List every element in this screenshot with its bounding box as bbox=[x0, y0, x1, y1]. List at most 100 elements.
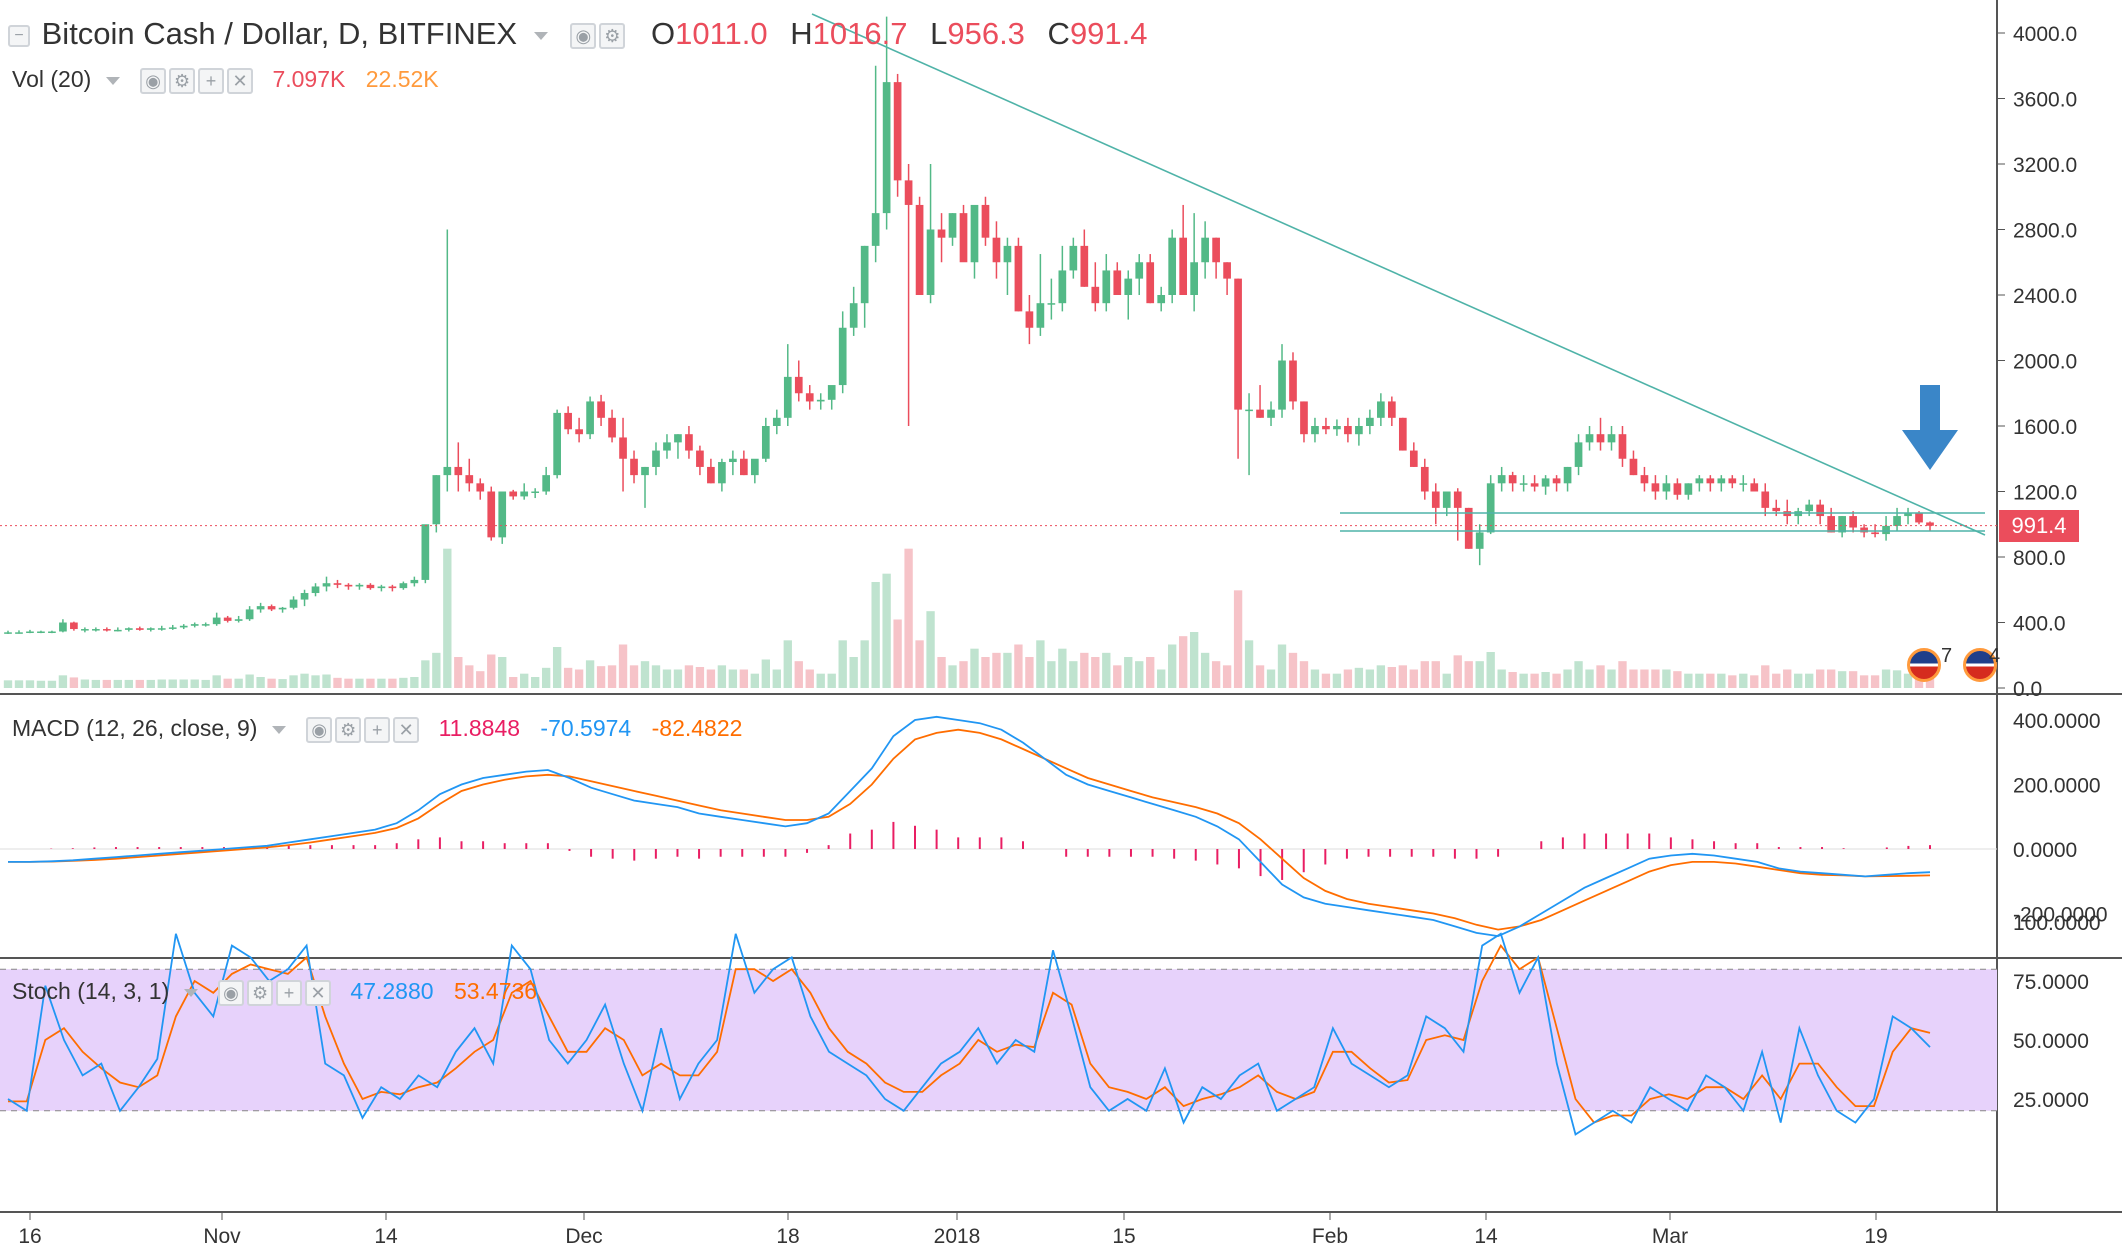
macd-tick-label: 200.0000 bbox=[2013, 775, 2101, 798]
candle-body bbox=[1739, 483, 1748, 485]
gear-icon[interactable]: ⚙ bbox=[247, 979, 274, 1006]
candle-body bbox=[1475, 532, 1484, 549]
volume-bar bbox=[3, 680, 13, 688]
eye-icon[interactable]: ◉ bbox=[306, 716, 333, 743]
volume-bar bbox=[970, 648, 979, 688]
volume-bar bbox=[1376, 665, 1386, 688]
macd-label[interactable]: MACD (12, 26, close, 9) bbox=[12, 715, 258, 741]
price-tick-label: 1200.0 bbox=[2013, 482, 2077, 505]
volume-bar bbox=[772, 669, 781, 688]
candle-body bbox=[586, 401, 594, 435]
main-legend: − Bitcoin Cash / Dollar, D, BITFINEX ◉ ⚙ … bbox=[8, 16, 1148, 52]
plus-icon[interactable]: + bbox=[276, 979, 303, 1006]
candle-body bbox=[542, 475, 551, 492]
volume-bar bbox=[509, 677, 518, 688]
stoch-tick-label: 50.0000 bbox=[2013, 1030, 2089, 1053]
close-icon[interactable]: ✕ bbox=[227, 67, 254, 94]
collapse-icon[interactable]: − bbox=[8, 24, 30, 47]
candle-body bbox=[1069, 245, 1078, 271]
volume-bar bbox=[1211, 661, 1221, 688]
chevron-down-icon[interactable] bbox=[271, 725, 286, 734]
volume-bar bbox=[959, 661, 968, 688]
volume-bar bbox=[541, 667, 551, 688]
candle-body bbox=[509, 491, 518, 497]
candle-body bbox=[520, 491, 529, 497]
volume-ma-value: 22.52K bbox=[365, 66, 439, 92]
gear-icon[interactable]: ⚙ bbox=[335, 716, 362, 743]
volume-bar bbox=[146, 679, 155, 688]
event-flag-us-1[interactable] bbox=[1907, 648, 1941, 682]
candle-body bbox=[1453, 491, 1462, 508]
volume-bar bbox=[47, 680, 57, 688]
candle-body bbox=[59, 622, 67, 632]
close-icon[interactable]: ✕ bbox=[393, 716, 420, 743]
candle-body bbox=[465, 475, 474, 484]
plus-icon[interactable]: + bbox=[198, 67, 225, 94]
symbol-title[interactable]: Bitcoin Cash / Dollar, D, BITFINEX bbox=[41, 16, 518, 51]
chevron-down-icon[interactable] bbox=[533, 31, 548, 40]
candle-body bbox=[1431, 491, 1440, 508]
volume-bar bbox=[432, 652, 441, 688]
eye-icon[interactable]: ◉ bbox=[218, 979, 245, 1006]
candle-body bbox=[1541, 478, 1550, 487]
eye-icon[interactable]: ◉ bbox=[140, 67, 167, 94]
time-tick-label: Feb bbox=[1312, 1225, 1348, 1248]
volume-bar bbox=[1157, 669, 1166, 688]
candle-body bbox=[1366, 417, 1374, 426]
close-icon[interactable]: ✕ bbox=[305, 979, 332, 1006]
volume-bar bbox=[805, 669, 814, 688]
candle-body bbox=[575, 429, 583, 435]
eye-icon[interactable]: ◉ bbox=[570, 22, 597, 49]
candle-body bbox=[729, 458, 737, 463]
volume-bar bbox=[629, 665, 639, 688]
candle-body bbox=[179, 625, 188, 628]
plus-icon[interactable]: + bbox=[364, 716, 391, 743]
volume-bar bbox=[102, 679, 112, 688]
candle-body bbox=[1135, 262, 1144, 279]
candle-body bbox=[1398, 417, 1407, 451]
volume-bar bbox=[1058, 648, 1067, 688]
stoch-tick-label: 25.0000 bbox=[2013, 1089, 2089, 1112]
candle-body bbox=[1640, 475, 1649, 484]
stoch-label[interactable]: Stoch (14, 3, 1) bbox=[12, 978, 170, 1004]
event-flag-us-2[interactable] bbox=[1963, 648, 1997, 682]
volume-bar bbox=[1332, 673, 1342, 688]
volume-bar bbox=[1310, 669, 1320, 688]
stoch-pane bbox=[7, 932, 1931, 1136]
candle-body bbox=[1860, 527, 1868, 533]
volume-bar bbox=[1288, 652, 1298, 688]
volume-bar bbox=[289, 675, 298, 688]
volume-bar bbox=[1662, 669, 1671, 688]
candle-body bbox=[1289, 360, 1297, 402]
volume-bar bbox=[728, 669, 738, 688]
candle-body bbox=[805, 393, 814, 402]
volume-bar bbox=[1321, 673, 1331, 688]
down-arrow-icon bbox=[1902, 385, 1958, 470]
candle-body bbox=[1025, 311, 1034, 328]
chevron-down-icon[interactable] bbox=[183, 988, 198, 997]
candle-body bbox=[278, 607, 287, 610]
gear-icon[interactable]: ⚙ bbox=[599, 22, 626, 49]
time-tick-label: 19 bbox=[1864, 1225, 1887, 1248]
candle-body bbox=[333, 583, 342, 585]
volume-bar bbox=[58, 675, 68, 688]
volume-label[interactable]: Vol (20) bbox=[12, 66, 92, 92]
candle-body bbox=[399, 583, 408, 589]
volume-bar bbox=[80, 679, 90, 688]
chevron-down-icon[interactable] bbox=[105, 76, 120, 85]
candle-body bbox=[1168, 237, 1177, 295]
stoch-k-value: 47.2880 bbox=[350, 978, 434, 1004]
volume-bar bbox=[1431, 661, 1440, 688]
volume-bar bbox=[1069, 661, 1078, 688]
candle-body bbox=[1102, 270, 1111, 304]
price-tick-label: 2000.0 bbox=[2013, 351, 2077, 374]
volume-bar bbox=[563, 667, 573, 688]
candle-body bbox=[498, 491, 507, 538]
annotations[interactable] bbox=[0, 13, 1997, 536]
volume-bar bbox=[585, 660, 595, 688]
gear-icon[interactable]: ⚙ bbox=[169, 67, 196, 94]
volume-bar bbox=[1607, 669, 1616, 688]
time-tick-label: 16 bbox=[18, 1225, 41, 1248]
volume-bar bbox=[476, 671, 485, 688]
